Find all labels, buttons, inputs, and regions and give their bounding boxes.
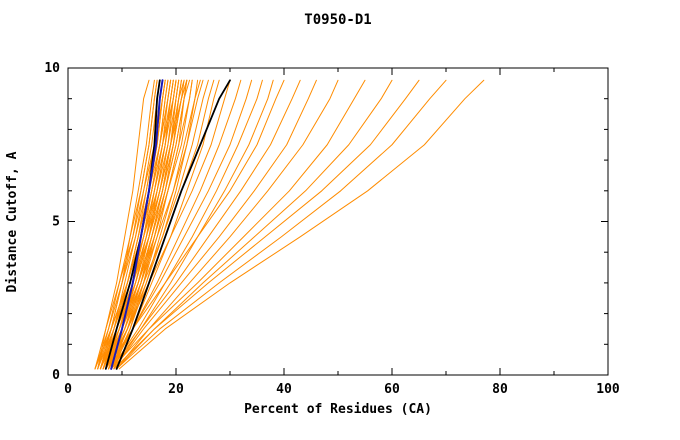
series-line-orange (97, 79, 158, 370)
series-line-orange (113, 79, 420, 370)
x-tick-label: 20 (168, 382, 184, 397)
series-line-orange (113, 79, 190, 370)
x-tick-label: 100 (596, 382, 620, 397)
y-axis-label: Distance Cutoff, A (5, 151, 20, 292)
y-tick-label: 10 (44, 61, 60, 76)
y-tick-label: 5 (52, 215, 60, 230)
series-line-orange (105, 79, 285, 370)
x-tick-label: 40 (276, 382, 292, 397)
series-line-blue (110, 79, 164, 370)
series-line-orange (110, 79, 201, 370)
series-line-orange (118, 79, 485, 370)
series-line-orange (105, 79, 174, 370)
chart-title: T0950-D1 (304, 12, 371, 28)
series-line-orange (116, 79, 339, 370)
series-line-orange (110, 79, 366, 370)
series-line-orange (102, 79, 169, 370)
series-line-black (115, 79, 231, 370)
y-tick-label: 0 (52, 368, 60, 383)
x-axis-label: Percent of Residues (CA) (244, 402, 432, 417)
x-tick-label: 60 (384, 382, 400, 397)
x-tick-label: 80 (492, 382, 508, 397)
series-line-orange (108, 79, 253, 370)
series-line-orange (94, 79, 172, 370)
series-line-orange (110, 79, 263, 370)
series-line-orange (110, 79, 301, 370)
series-line-orange (113, 79, 274, 370)
series-line-orange (116, 79, 393, 370)
series-line-orange (113, 79, 317, 370)
series-line-orange (116, 79, 447, 370)
x-tick-label: 0 (64, 382, 72, 397)
